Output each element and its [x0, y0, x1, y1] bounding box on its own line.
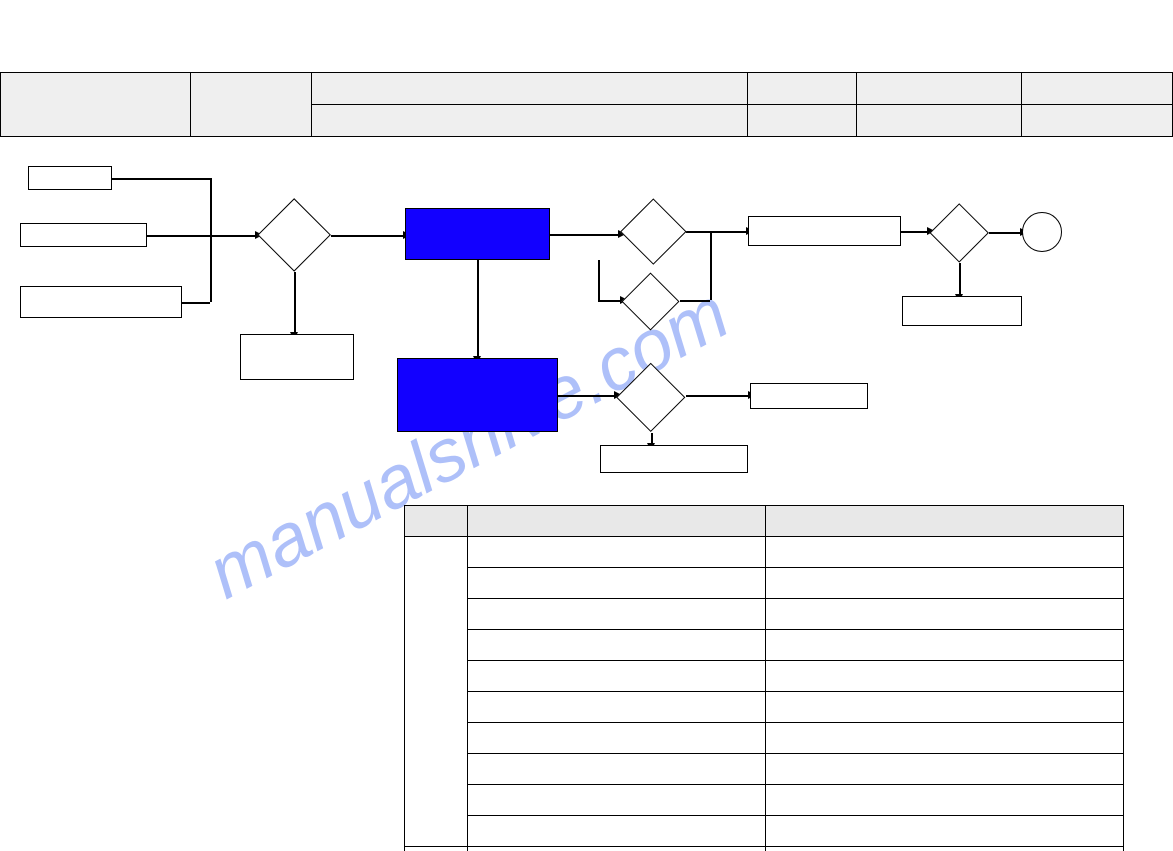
flow-edge	[112, 178, 210, 180]
flow-node-b2	[397, 358, 558, 432]
flow-edge	[710, 231, 712, 300]
flow-edge	[598, 300, 622, 302]
flow-edge	[182, 302, 210, 304]
table-cell	[766, 847, 1124, 851]
flow-node-d2	[620, 198, 686, 264]
flow-edge	[294, 272, 296, 334]
flow-node-d3	[622, 273, 680, 331]
flow-node-d5	[929, 203, 989, 263]
flow-edge	[598, 260, 600, 300]
flow-edge	[680, 300, 710, 302]
table-cell	[766, 816, 1124, 847]
table-cell	[766, 630, 1124, 661]
flow-edge	[147, 235, 257, 237]
table-cell	[405, 537, 468, 847]
table-cell	[468, 785, 766, 816]
flow-edge	[901, 231, 929, 233]
table-cell	[468, 599, 766, 630]
table-cell	[468, 630, 766, 661]
table-header-cell	[405, 506, 468, 537]
table-cell	[766, 754, 1124, 785]
flow-edge	[686, 231, 748, 233]
table-cell	[766, 599, 1124, 630]
flow-node-d1	[257, 198, 331, 272]
flow-edge	[686, 395, 750, 397]
flow-edge	[550, 234, 620, 236]
table-header-cell	[766, 506, 1124, 537]
table-cell	[468, 754, 766, 785]
flow-node-c1	[1022, 212, 1062, 252]
flowchart-region	[0, 0, 1173, 500]
table-cell	[766, 568, 1124, 599]
table-cell	[468, 568, 766, 599]
flow-node-d4	[616, 363, 686, 433]
table-cell	[468, 847, 766, 851]
flow-node-r6	[750, 383, 868, 409]
flow-edge	[331, 235, 405, 237]
table-cell	[766, 661, 1124, 692]
flow-node-r7	[748, 216, 901, 246]
table-header-cell	[468, 506, 766, 537]
table-cell	[468, 816, 766, 847]
flow-edge	[558, 395, 616, 397]
table-cell	[468, 661, 766, 692]
table-cell	[766, 537, 1124, 568]
flow-node-r2	[20, 223, 147, 247]
flow-node-r5	[600, 445, 748, 473]
table-cell	[766, 723, 1124, 754]
flow-node-r4	[240, 334, 354, 380]
flow-edge	[477, 260, 479, 358]
table-cell	[468, 723, 766, 754]
flow-node-r3	[20, 286, 182, 318]
table-cell	[766, 692, 1124, 723]
data-table	[404, 505, 1124, 851]
table-cell	[766, 785, 1124, 816]
flow-node-r8	[902, 296, 1022, 326]
table-cell	[405, 847, 468, 851]
flow-node-b1	[405, 208, 550, 260]
flow-edge	[210, 178, 212, 235]
table-cell	[468, 692, 766, 723]
flow-edge	[989, 232, 1022, 234]
flow-edge	[959, 263, 961, 296]
flow-node-r1	[28, 166, 112, 190]
flow-edge	[210, 235, 212, 302]
table-cell	[468, 537, 766, 568]
